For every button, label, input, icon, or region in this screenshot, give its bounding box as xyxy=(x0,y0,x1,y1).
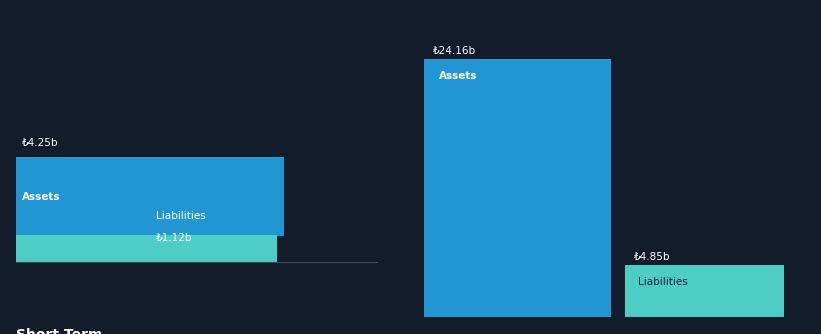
Text: Liabilities: Liabilities xyxy=(155,211,205,221)
Text: ₺1.12b: ₺1.12b xyxy=(155,233,192,243)
Bar xyxy=(16,235,277,262)
Text: ₺24.16b: ₺24.16b xyxy=(433,46,476,56)
Text: Assets: Assets xyxy=(438,70,477,80)
Text: Assets: Assets xyxy=(21,191,60,201)
Bar xyxy=(16,157,284,236)
Bar xyxy=(625,266,784,317)
Text: Long Term: Long Term xyxy=(410,333,492,334)
Text: ₺4.25b: ₺4.25b xyxy=(21,138,58,148)
Text: Short Term: Short Term xyxy=(16,328,103,334)
Bar xyxy=(424,59,611,317)
Text: Liabilities: Liabilities xyxy=(638,277,688,287)
Text: ₺4.85b: ₺4.85b xyxy=(634,252,671,262)
